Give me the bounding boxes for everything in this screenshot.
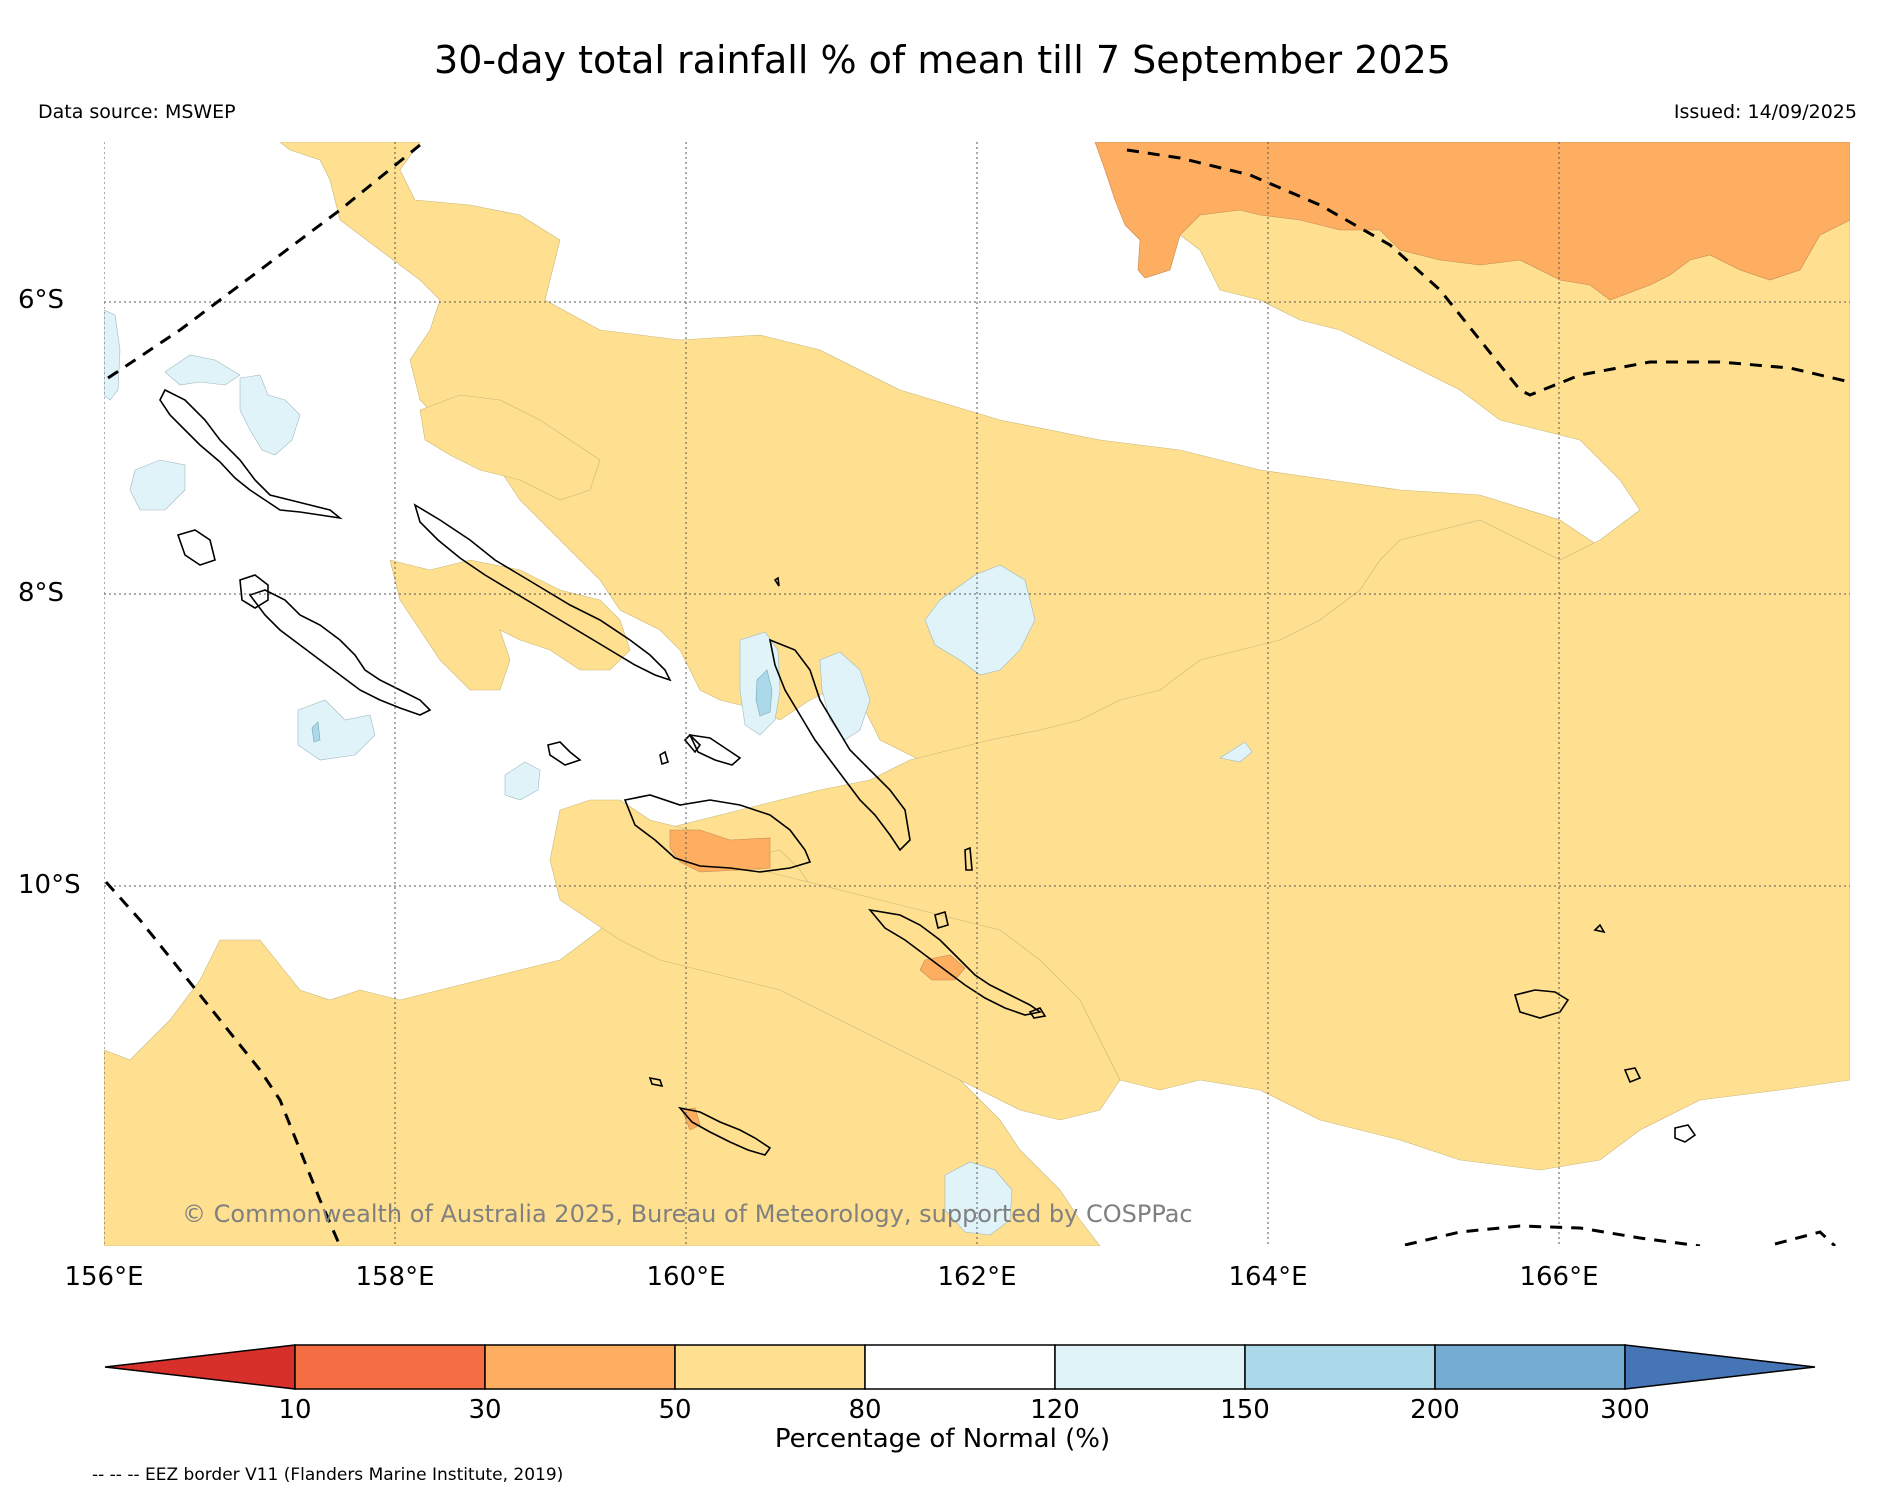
rainfall-band-120-150-patch-1 (164, 354, 241, 386)
island-small-3 (648, 1076, 664, 1088)
island-small-4 (659, 750, 669, 766)
colorbar-tick-200: 200 (1410, 1395, 1460, 1425)
colorbar-tick-300: 300 (1600, 1395, 1650, 1425)
eez-border-southeast (1404, 1224, 1701, 1246)
rainfall-band-50-80-west-patch-2 (389, 559, 631, 691)
rainfall-band-150-200-patch (755, 669, 773, 717)
lon-label-164e: 164°E (1228, 1262, 1308, 1292)
rainfall-band-120-150-patch-4 (924, 564, 1036, 676)
island-small-7 (934, 910, 949, 930)
island-vella-lavella (176, 529, 216, 566)
colorbar-tick-80: 80 (848, 1395, 882, 1425)
data-source-label: Data source: MSWEP (38, 101, 236, 123)
island-guadalcanal (623, 794, 812, 873)
island-small-1 (1593, 923, 1606, 934)
copyright-notice: © Commonwealth of Australia 2025, Bureau… (182, 1200, 1193, 1228)
island-bougainville (159, 388, 343, 520)
rainfall-band-120-150-patch-6 (819, 651, 871, 741)
island-small-2 (773, 576, 780, 587)
rainfall-band-120-150-patch-10 (944, 1161, 1013, 1236)
island-small-9 (683, 733, 702, 754)
eez-border-southwest (104, 880, 342, 1246)
rainfall-band-120-150-patch-9 (1219, 741, 1253, 763)
island-malaita-south (868, 908, 1042, 1016)
rainfall-band-50-80-west-patch (419, 394, 601, 501)
lat-label-6s: 6°S (18, 285, 65, 315)
eez-border-northeast (1126, 148, 1850, 397)
rainfall-band-30-50-central-patch (669, 829, 771, 873)
lon-label-166e: 166°E (1519, 1262, 1599, 1292)
lat-label-8s: 8°S (18, 578, 65, 608)
island-santa-isabel (768, 638, 911, 852)
colorbar-tick-120: 120 (1030, 1395, 1080, 1425)
island-choiseul (413, 503, 672, 682)
island-vanikoro (1623, 1067, 1642, 1084)
map-title: 30-day total rainfall % of mean till 7 S… (434, 38, 1451, 82)
colorbar-tick-10: 10 (278, 1395, 312, 1425)
rainfall-band-150-200-patch-2 (311, 721, 321, 743)
colorbar-title: Percentage of Normal (%) (774, 1424, 1111, 1454)
colorbar-tick-50: 50 (658, 1395, 692, 1425)
lon-label-162e: 162°E (937, 1262, 1017, 1292)
island-small-6 (964, 846, 973, 871)
island-small-5 (547, 741, 582, 766)
eez-border-southeast-2 (1774, 1230, 1837, 1246)
island-kolombangara (239, 574, 269, 609)
lon-label-160e: 160°E (646, 1262, 726, 1292)
eez-border-northwest (107, 143, 421, 380)
island-new-georgia (248, 589, 432, 716)
issued-date-label: Issued: 14/09/2025 (1673, 101, 1857, 123)
eez-borders (104, 143, 1850, 1246)
island-small-8 (1028, 1007, 1047, 1019)
lon-label-156e: 156°E (64, 1262, 144, 1292)
colorbar-tick-150: 150 (1220, 1395, 1270, 1425)
map-gridlines (104, 142, 1850, 1246)
rainfall-band-120-150-patch-7 (297, 699, 376, 761)
island-makira (677, 1106, 772, 1156)
rainfall-band-120-150-patch-2 (239, 374, 301, 456)
island-outlines (159, 388, 1697, 1156)
island-santa-cruz (1513, 989, 1570, 1019)
lat-label-10s: 10°S (18, 870, 81, 900)
island-florida (688, 733, 742, 766)
island-utupua (1674, 1124, 1697, 1143)
rainfall-band-120-150-patch-8 (504, 761, 541, 801)
eez-legend-footnote: -- -- -- EEZ border V11 (Flanders Marine… (92, 1465, 564, 1485)
rainfall-band-120-150-patch-3 (129, 459, 186, 511)
colorbar-tick-30: 30 (468, 1395, 502, 1425)
rainfall-band-30-50-northeast (1094, 142, 1850, 301)
lon-label-158e: 158°E (355, 1262, 435, 1292)
